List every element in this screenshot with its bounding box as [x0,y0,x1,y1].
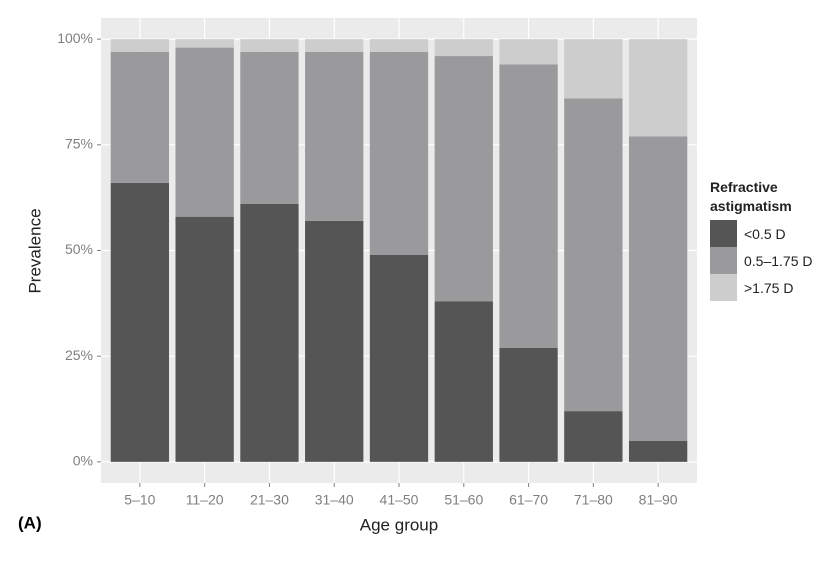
x-tick-label: 81–90 [639,492,678,508]
bar-segment [110,182,170,462]
legend-label: <0.5 D [744,225,786,242]
legend: Refractive astigmatism <0.5 D 0.5–1.75 D >… [710,178,820,301]
bar-segment [564,39,623,99]
legend-item: >1.75 D [710,274,820,301]
bar-segment [305,220,364,462]
bar-segment [369,39,429,52]
legend-item: <0.5 D [710,220,820,247]
x-tick-label: 51–60 [444,492,483,508]
legend-swatch [710,247,737,274]
x-tick-label: 5–10 [124,492,155,508]
bar-segment [499,39,558,65]
legend-label: >1.75 D [744,279,794,296]
bar-segment [499,64,558,348]
x-axis-title: Age group [360,515,438,534]
bar-segment [434,56,493,302]
bar-segment [175,47,234,217]
x-tick-label: 61–70 [509,492,548,508]
bar-segment [305,51,364,221]
bar-segment [240,204,299,462]
y-axis-title: Prevalence [25,208,44,293]
bar-segment [434,301,493,462]
panel-label: (A) [18,513,42,532]
bar-segment [369,51,429,255]
bar-segment [369,254,429,462]
legend-item: 0.5–1.75 D [710,247,820,274]
x-tick-label: 71–80 [574,492,613,508]
y-tick-label: 25% [65,347,93,363]
x-tick-label: 21–30 [250,492,289,508]
bar-segment [240,51,299,205]
legend-swatch [710,220,737,247]
legend-title: Refractive astigmatism [710,179,792,214]
bar-segment [564,98,623,412]
y-tick-label: 0% [73,453,93,469]
bar-segment [175,216,234,462]
y-tick-label: 50% [65,241,93,257]
x-tick-label: 11–20 [186,492,224,508]
x-tick-label: 31–40 [315,492,354,508]
bar-segment [434,39,493,57]
bar-segment [628,39,688,137]
y-tick-label: 100% [57,30,93,46]
legend-label: 0.5–1.75 D [744,252,813,269]
bar-segment [305,39,364,52]
bar-segment [628,440,688,462]
bar-segment [175,39,234,48]
bar-segment [110,39,170,52]
y-tick-label: 75% [65,136,93,152]
bar-segment [240,39,299,52]
bar-segment [110,51,170,183]
bar-segment [499,347,558,462]
bar-segment [628,136,688,441]
legend-swatch [710,274,737,301]
x-tick-label: 41–50 [380,492,419,508]
bar-segment [564,411,623,462]
